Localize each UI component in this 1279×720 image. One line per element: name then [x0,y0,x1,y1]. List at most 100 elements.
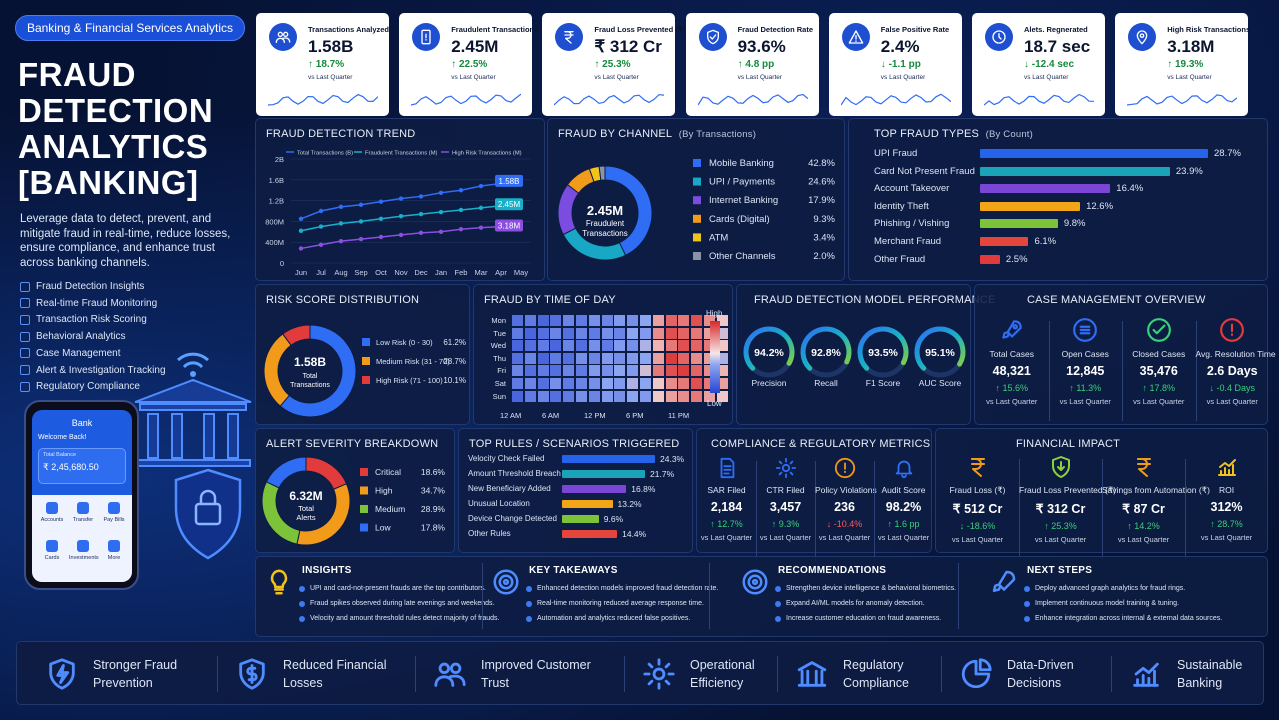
y-tick-label: 0 [280,259,284,268]
end-label: 2.45M [498,200,521,209]
heat-cell [665,365,677,377]
x-tick-label: Sep [354,268,367,277]
metric-column[interactable]: Closed Cases 35,476 ↑ 17.8% vs Last Quarter [1122,317,1196,406]
center-label: Fraudulent [586,219,625,228]
data-point [378,199,384,204]
phone-app-button[interactable]: Accounts [38,502,66,523]
risk-score-panel: RISK SCORE DISTRIBUTION 1.58B Total Transa… [255,284,470,425]
heat-cell [627,378,639,389]
metric-column[interactable]: Savings from Automation (₹) ₹ 87 Cr ↑ 14.2… [1102,455,1210,544]
kpi-card[interactable]: Fraud Loss Prevented (₹) ₹ 312 Cr ↑ 25.3% v… [542,13,685,116]
data-point [298,228,304,233]
divider [777,656,778,692]
center-value: 1.58B [294,355,326,369]
heat-cell [691,327,703,339]
rule-value: 14.4% [622,529,647,539]
kpi-comparison: vs Last Quarter [308,74,353,81]
bullet-text: Deploy advanced graph analytics for frau… [1035,585,1186,592]
heat-cell [512,327,523,339]
data-point [338,221,344,226]
heat-cell [614,352,626,364]
metric-column[interactable]: SAR Filed 2,184 ↑ 12.7% vs Last Quarter [697,457,756,542]
heat-cell [550,365,562,377]
nextsteps-icon-wrap [989,567,1019,597]
feature-label: Alert & Investigation Tracking [36,364,166,376]
app-label: Cards [44,555,60,561]
phone-app-button[interactable]: Transfer [69,502,97,523]
legend-value: 28.7% [443,357,466,366]
data-point [338,204,344,210]
benefit-label: Operational Efficiency [690,658,755,690]
heat-cell [716,390,728,402]
benefit-label: Sustainable Banking [1177,658,1243,690]
location-pin-icon [1136,30,1148,45]
rule-value: 16.8% [631,484,656,494]
feature-label: Regulatory Compliance [36,381,140,393]
rupee-icon [1136,458,1151,477]
benefit-label: Stronger Fraud Prevention [93,658,178,690]
heat-cell [716,327,728,339]
metric-icon-wrap [893,457,915,479]
bullet-text: Increase customer education on fraud awa… [786,615,942,622]
heat-cell [665,352,677,364]
heat-cell [576,327,587,339]
metric-column[interactable]: Avg. Resolution Time 2.6 Days ↓ -0.4 Days v… [1196,317,1276,406]
heat-cell [665,340,677,352]
kpi-card[interactable]: Fraudulent Transactions 2.45M ↑ 22.5% vs La… [399,13,538,116]
kpi-card[interactable]: False Positive Rate 2.4% ↓ -1.1 pp vs Last … [828,13,962,116]
kpi-card[interactable]: High Risk Transactions 3.18M ↑ 19.3% vs Las… [1115,13,1250,116]
lightbulb-icon [270,569,288,595]
heat-cell [678,390,690,402]
heat-cell [691,315,703,326]
heat-cell [691,352,703,364]
rule-label: Other Rules [468,529,511,538]
growth-chart-icon [1217,459,1236,476]
heat-cell [691,365,703,377]
kpi-card[interactable]: Transactions Analyzed 1.58B ↑ 18.7% vs Last… [256,13,389,116]
metric-comparison: vs Last Quarter [818,533,871,542]
data-point [398,232,404,238]
legend-label: Medium Risk (31 - 70) [376,357,450,366]
phone-screen: Bank Welcome Back! Total Balance ₹ 2,45,… [32,410,132,582]
app-label: Pay Bills [103,517,125,523]
panel-title: FRAUD DETECTION MODEL PERFORMANCE [754,294,996,306]
legend-swatch [693,159,701,167]
metric-column[interactable]: Policy Violations 236 ↓ -10.4% vs Last Quar… [815,457,877,542]
heat-cell [704,390,715,402]
legend-swatch [362,376,370,384]
phone-app-button[interactable]: More [100,540,128,561]
heat-cell [614,315,626,326]
heat-cell [614,378,626,389]
model-performance-panel: FRAUD DETECTION MODEL PERFORMANCE 94.2% P… [736,284,995,425]
risk-slice [263,333,292,407]
divider [1195,321,1197,421]
phone-app-button[interactable]: Investments [69,540,99,561]
divider [958,563,959,629]
metric-column[interactable]: ROI 312% ↑ 28.7% vs Last Quarter [1185,455,1268,542]
recommendations-icon-wrap [740,567,770,597]
heat-high-label: High [706,309,723,318]
kpi-icon-badge [412,23,441,51]
kpi-title: Fraudulent Transactions [451,25,539,34]
phone-app-button[interactable]: Cards [38,540,66,561]
insights-strip: INSIGHTS UPI and card-not-present frauds … [255,556,1268,637]
metric-column[interactable]: Audit Score 98.2% ↑ 1.6 pp vs Last Quarter [874,457,933,542]
fraud-type-bar [980,166,1170,176]
kpi-card[interactable]: Fraud Detection Rate 93.6% ↑ 4.8 pp vs Last… [685,13,819,116]
rule-bar [562,470,646,478]
gear-icon [775,457,796,479]
kpi-change: ↑ 22.5% [451,59,488,70]
feature-label: Transaction Risk Scoring [36,314,147,326]
shield-down-icon [1051,456,1070,478]
metric-column[interactable]: Open Cases 12,845 ↑ 11.3% vs Last Quarter [1049,317,1123,406]
kpi-card[interactable]: Alets. Regnerated 18.7 sec ↓ -12.4 sec vs L… [972,13,1105,116]
metric-column[interactable]: Total Cases 48,321 ↑ 15.6% vs Last Quarter [975,317,1049,406]
fraud-time-of-day-panel: FRAUD BY TIME OF DAY Mon Tue Wed Thu Fri Sat S… [473,284,733,425]
phone-app-button[interactable]: Pay Bills [100,502,128,523]
metric-column[interactable]: Fraud Loss Prevented (₹) ₹ 312 Cr ↑ 25.3% v… [1019,455,1116,544]
metric-column[interactable]: Fraud Loss (₹) ₹ 512 Cr ↓ -18.6% vs Last Qu… [936,455,1019,544]
page-description: Leverage data to detect, prevent, and mi… [20,213,231,269]
metric-column[interactable]: CTR Filed 3,457 ↑ 9.3% vs Last Quarter [756,457,815,542]
data-point [418,194,424,199]
heat-row-label: Tue [493,328,506,338]
